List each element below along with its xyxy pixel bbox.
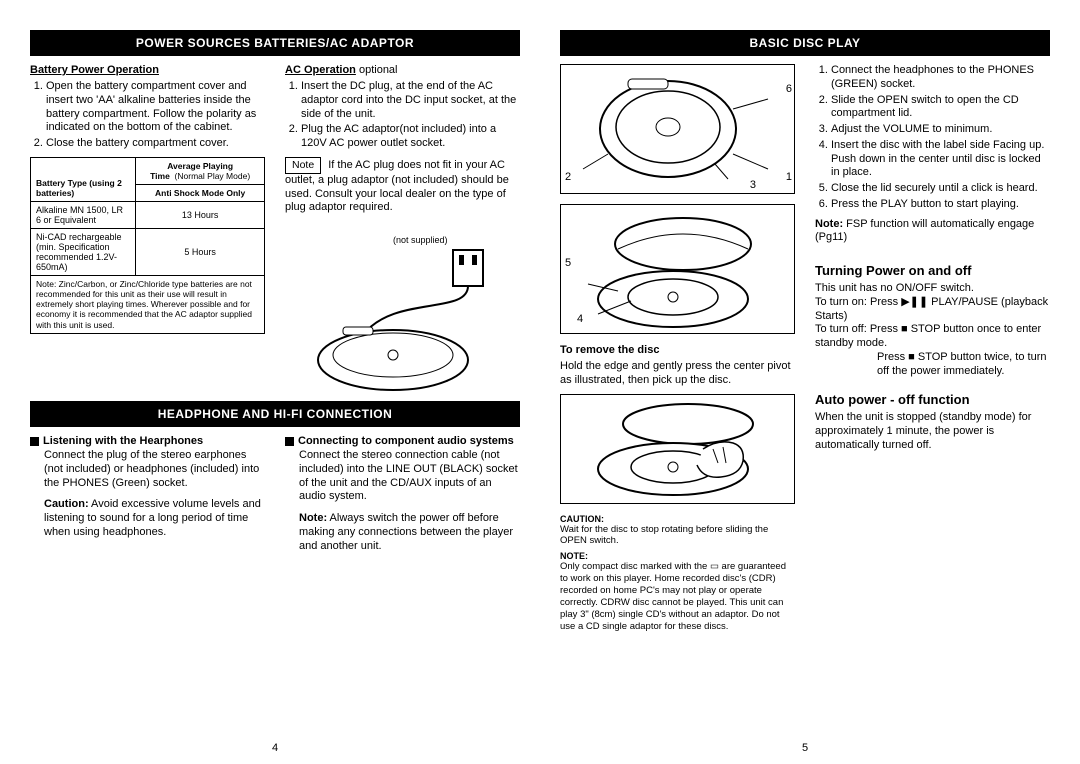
tbl-h3: Anti Shock Mode Only [136, 184, 265, 201]
ac-col: AC Operation optional Insert the DC plug… [285, 64, 520, 395]
section-header-disc: BASIC DISC PLAY [560, 30, 1050, 56]
tbl-h1: Battery Type (using 2 batteries) [31, 157, 136, 201]
headphone-two-col: Listening with the Hearphones Connect th… [30, 435, 520, 553]
remove-body: Hold the edge and gently press the cente… [560, 360, 795, 388]
ac-step: Plug the AC adaptor(not included) into a… [301, 123, 520, 151]
disc-two-col: 6 1 3 2 5 4 [560, 64, 1050, 633]
tbl-r1c2: 13 Hours [136, 201, 265, 228]
callout-2: 2 [565, 171, 571, 183]
diagram-col: 6 1 3 2 5 4 [560, 64, 795, 633]
turn-off2: Press ■ STOP button twice, to turn off t… [815, 351, 1050, 379]
hp-col: Listening with the Hearphones Connect th… [30, 435, 265, 553]
callout-5: 5 [565, 257, 571, 269]
disc-caution-label: CAUTION: [560, 514, 795, 524]
adaptor-svg: (not supplied) [303, 225, 503, 395]
auto-header: Auto power - off function [815, 392, 1050, 407]
play-steps: Connect the headphones to the PHONES (GR… [815, 64, 1050, 212]
comp-col: Connecting to component audio systems Co… [285, 435, 520, 553]
play-step: Connect the headphones to the PHONES (GR… [831, 64, 1050, 92]
battery-header: Battery Power Operation [30, 64, 265, 76]
page-number: 4 [30, 734, 520, 754]
page-5: BASIC DISC PLAY 6 1 3 2 [560, 30, 1050, 754]
disc-note: Only compact disc marked with the ▭ are … [560, 561, 795, 632]
disc-text-col: Connect the headphones to the PHONES (GR… [815, 64, 1050, 633]
not-supplied-label: (not supplied) [393, 235, 448, 245]
play-step: Slide the OPEN switch to open the CD com… [831, 94, 1050, 122]
play-note: Note: FSP function will automatically en… [815, 218, 1050, 246]
turn-on: To turn on: Press ▶❚❚ PLAY/PAUSE (playba… [815, 296, 1050, 324]
note-box: Note [285, 157, 321, 174]
auto-body: When the unit is stopped (standby mode) … [815, 411, 1050, 452]
ac-steps: Insert the DC plug, at the end of the AC… [285, 80, 520, 151]
power-two-col: Battery Power Operation Open the battery… [30, 64, 520, 395]
disc-note-label: NOTE: [560, 551, 795, 561]
hp-body: Connect the plug of the stereo earphones… [30, 449, 265, 490]
remove-header: To remove the disc [560, 344, 795, 356]
page-number: 5 [560, 734, 1050, 754]
callout-1: 1 [786, 171, 792, 183]
play-step: Adjust the VOLUME to minimum. [831, 123, 1050, 137]
comp-note: Note: Always switch the power off before… [285, 512, 520, 553]
ac-note-para: Note If the AC plug does not fit in your… [285, 157, 520, 215]
callout-4: 4 [577, 313, 583, 325]
battery-step: Close the battery compartment cover. [46, 137, 265, 151]
battery-step: Open the battery compartment cover and i… [46, 80, 265, 135]
turn-line1: This unit has no ON/OFF switch. [815, 282, 1050, 296]
battery-col: Battery Power Operation Open the battery… [30, 64, 265, 395]
ac-header: AC Operation optional [285, 64, 520, 76]
callout-6: 6 [786, 83, 792, 95]
turn-off1: To turn off: Press ■ STOP button once to… [815, 323, 1050, 351]
comp-body: Connect the stereo connection cable (not… [285, 449, 520, 504]
section-header-power: POWER SOURCES BATTERIES/AC ADAPTOR [30, 30, 520, 56]
turning-header: Turning Power on and off [815, 263, 1050, 278]
page-4: POWER SOURCES BATTERIES/AC ADAPTOR Batte… [30, 30, 520, 754]
square-bullet-icon [30, 437, 39, 446]
diagram-open-lid: 5 4 [560, 204, 795, 334]
adaptor-diagram: (not supplied) [285, 215, 520, 395]
battery-table: Battery Type (using 2 batteries) Average… [30, 157, 265, 334]
play-step: Insert the disc with the label side Faci… [831, 139, 1050, 180]
hp-caution: Caution: Avoid excessive volume levels a… [30, 498, 265, 539]
comp-header: Connecting to component audio systems [285, 435, 520, 447]
disc-caution: Wait for the disc to stop rotating befor… [560, 524, 795, 548]
battery-steps: Open the battery compartment cover and i… [30, 80, 265, 151]
play-step: Press the PLAY button to start playing. [831, 198, 1050, 212]
tbl-r1c1: Alkaline MN 1500, LR 6 or Equivalent [31, 201, 136, 228]
tbl-note: Note: Zinc/Carbon, or Zinc/Chloride type… [31, 275, 265, 333]
tbl-r2c1: Ni-CAD rechargeable (min. Specification … [31, 228, 136, 275]
hp-header: Listening with the Hearphones [30, 435, 265, 447]
tbl-h2: Average Playing Time (Normal Play Mode) [136, 157, 265, 184]
tbl-r2c2: 5 Hours [136, 228, 265, 275]
section-header-headphone: HEADPHONE AND HI-FI CONNECTION [30, 401, 520, 427]
ac-step: Insert the DC plug, at the end of the AC… [301, 80, 520, 121]
diagram-remove-disc [560, 394, 795, 504]
play-step: Close the lid securely until a click is … [831, 182, 1050, 196]
square-bullet-icon [285, 437, 294, 446]
diagram-top-view: 6 1 3 2 [560, 64, 795, 194]
callout-3: 3 [750, 179, 756, 191]
